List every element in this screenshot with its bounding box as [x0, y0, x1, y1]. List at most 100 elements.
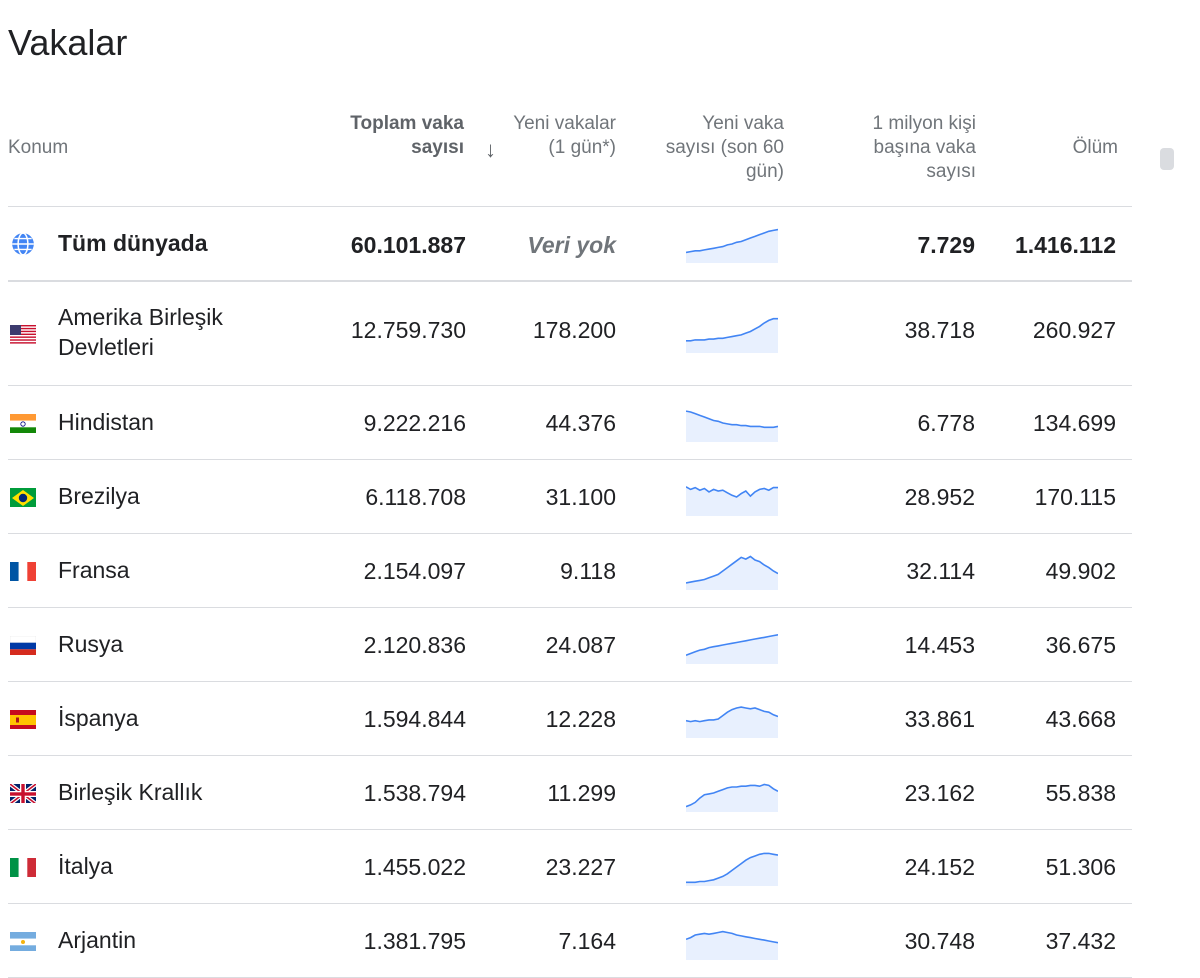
country-name[interactable]: Hindistan [58, 409, 154, 435]
sparkline-area [686, 318, 778, 353]
us-flag-icon [10, 324, 36, 344]
world-new: Veri yok [527, 232, 616, 258]
sparkline-line [686, 485, 778, 498]
sparkline-line [686, 705, 778, 722]
trend-sparkline [686, 633, 778, 664]
table-row[interactable]: Hindistan 9.222.216 44.376 6.778 134.699 [8, 386, 1132, 460]
sparkline-line [686, 852, 778, 883]
table-header: Konum Toplam vaka sayısı ↓ Yeni vakalar … [8, 100, 1132, 207]
country-rows: Amerika Birleşik Devletleri 12.759.730 178… [8, 282, 1132, 978]
new-cases: 7.164 [558, 928, 616, 954]
uk-flag-icon [10, 782, 36, 803]
column-header-new-cases[interactable]: Yeni vakalar (1 gün*) [513, 113, 616, 158]
world-name: Tüm dünyada [58, 230, 208, 256]
country-name[interactable]: Birleşik Krallık [58, 779, 203, 805]
country-name[interactable]: Amerika Birleşik Devletleri [58, 304, 223, 360]
world-deaths: 1.416.112 [1014, 232, 1116, 258]
trend-sparkline [686, 317, 778, 353]
column-header-total-label: Toplam vaka sayısı [350, 113, 464, 158]
deaths: 49.902 [1045, 558, 1116, 584]
per-million-cases: 23.162 [904, 780, 975, 806]
table-row[interactable]: Birleşik Krallık 1.538.794 11.299 23.162 55.… [8, 756, 1132, 830]
per-million-cases: 38.718 [904, 317, 975, 343]
new-cases: 178.200 [532, 317, 616, 343]
per-million-cases: 24.152 [904, 854, 975, 880]
trend-sparkline [686, 705, 778, 738]
per-million-cases: 14.453 [904, 632, 975, 658]
india-flag-icon [10, 413, 36, 433]
new-cases: 24.087 [545, 632, 616, 658]
country-name[interactable]: Rusya [58, 631, 124, 657]
argentina-flag-icon [10, 931, 36, 951]
cases-table: Konum Toplam vaka sayısı ↓ Yeni vakalar … [8, 100, 1132, 978]
russia-flag-icon [10, 635, 36, 655]
trend-sparkline [686, 930, 778, 960]
per-million-cases: 33.861 [904, 706, 975, 732]
total-cases: 2.120.836 [363, 632, 466, 658]
trend-sparkline [686, 783, 778, 812]
column-header-per-million[interactable]: 1 milyon kişi başına vaka sayısı [872, 113, 976, 182]
deaths: 36.675 [1045, 632, 1116, 658]
france-flag-icon [10, 561, 36, 581]
trend-sparkline [686, 555, 778, 590]
country-name[interactable]: İspanya [58, 705, 139, 731]
spain-flag-icon [10, 709, 36, 729]
sparkline-line [686, 783, 778, 807]
sparkline-area [686, 852, 778, 886]
sparkline-line [686, 633, 778, 656]
table-row[interactable]: Brezilya 6.118.708 31.100 28.952 170.115 [8, 460, 1132, 534]
new-cases: 9.118 [560, 558, 616, 584]
globe-icon [12, 232, 34, 256]
sparkline-area [686, 634, 778, 664]
new-cases: 31.100 [545, 484, 616, 510]
column-header-deaths[interactable]: Ölüm [1072, 137, 1118, 158]
sparkline-area [686, 556, 778, 590]
column-header-trend: Yeni vaka sayısı (son 60 gün) [665, 113, 784, 182]
table-row[interactable]: İspanya 1.594.844 12.228 33.861 43.668 [8, 682, 1132, 756]
column-header-location[interactable]: Konum [8, 137, 69, 158]
scrollbar-thumb[interactable] [1160, 148, 1174, 170]
sparkline-area [686, 229, 778, 263]
page-title: Vakalar [8, 22, 128, 63]
deaths: 260.927 [1032, 317, 1116, 343]
arrow-down-icon: ↓ [485, 137, 496, 162]
world-trend-sparkline [686, 228, 778, 263]
table-row[interactable]: İtalya 1.455.022 23.227 24.152 51.306 [8, 830, 1132, 904]
per-million-cases: 6.778 [917, 410, 975, 436]
total-cases: 1.381.795 [363, 928, 466, 954]
deaths: 170.115 [1034, 484, 1116, 510]
table-row[interactable]: Rusya 2.120.836 24.087 14.453 36.675 [8, 608, 1132, 682]
brazil-flag-icon [10, 487, 36, 507]
sparkline-line [686, 317, 778, 342]
country-name[interactable]: Brezilya [58, 483, 140, 509]
table-row-world[interactable]: Tüm dünyada 60.101.887 Veri yok 7.729 1.… [8, 207, 1132, 282]
new-cases: 44.376 [545, 410, 616, 436]
table-row[interactable]: Arjantin 1.381.795 7.164 30.748 37.432 [8, 904, 1132, 978]
sparkline-line [686, 555, 778, 584]
new-cases: 11.299 [547, 780, 616, 806]
per-million-cases: 28.952 [904, 484, 975, 510]
table-row[interactable]: Amerika Birleşik Devletleri 12.759.730 178… [8, 282, 1132, 386]
total-cases: 1.455.022 [363, 854, 466, 880]
deaths: 55.838 [1045, 780, 1116, 806]
trend-sparkline [686, 409, 778, 442]
per-million-cases: 30.748 [904, 928, 975, 954]
sparkline-line [686, 228, 778, 254]
total-cases: 6.118.708 [365, 484, 466, 510]
deaths: 51.306 [1045, 854, 1116, 880]
world-per-million: 7.729 [917, 232, 975, 258]
sparkline-line [686, 409, 778, 428]
total-cases: 1.594.844 [363, 706, 466, 732]
country-name[interactable]: İtalya [58, 853, 113, 879]
per-million-cases: 32.114 [906, 558, 975, 584]
country-name[interactable]: Fransa [58, 557, 130, 583]
column-header-total[interactable]: Toplam vaka sayısı ↓ [338, 112, 496, 162]
sparkline-area [686, 931, 778, 960]
total-cases: 1.538.794 [363, 780, 466, 806]
table-row[interactable]: Fransa 2.154.097 9.118 32.114 49.902 [8, 534, 1132, 608]
italy-flag-icon [10, 857, 36, 877]
sparkline-area [686, 784, 778, 812]
world-total: 60.101.887 [350, 232, 466, 258]
country-name[interactable]: Arjantin [58, 927, 136, 953]
trend-sparkline [686, 485, 778, 516]
